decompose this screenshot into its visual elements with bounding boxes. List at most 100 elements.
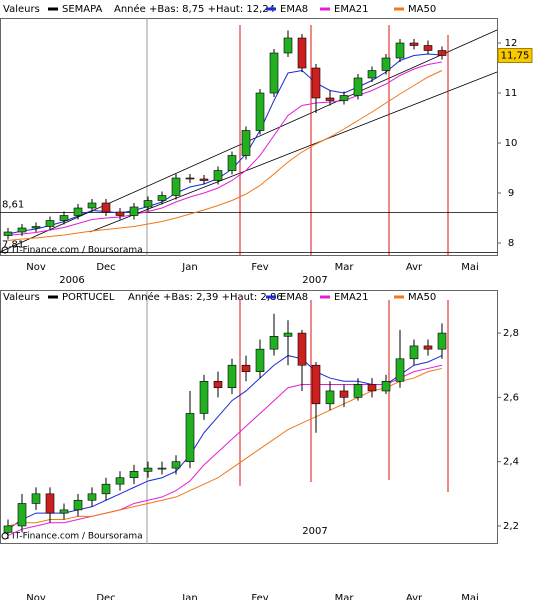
candle-body xyxy=(17,227,27,233)
credit: IT-Finance.com / Boursorama xyxy=(12,532,143,542)
credit: IT-Finance.com / Boursorama xyxy=(12,246,143,256)
stats: Année +Bas: 8,75 +Haut: 12,24 xyxy=(114,3,275,15)
x-tick-label: Dec xyxy=(96,262,115,273)
candle-body xyxy=(325,390,335,405)
candle-body xyxy=(31,493,41,504)
x-tick-label: Mar xyxy=(335,593,355,600)
candle-body xyxy=(395,42,405,59)
candle-body xyxy=(3,525,13,533)
candle-body xyxy=(87,493,97,501)
candle-body xyxy=(45,493,55,514)
candle-body xyxy=(31,226,41,229)
legend-label: MA50 xyxy=(408,292,436,303)
candle-body xyxy=(73,207,83,216)
candle-body xyxy=(157,195,167,201)
candle-body xyxy=(325,97,335,101)
candle-body xyxy=(339,390,349,398)
legend-label: MA50 xyxy=(408,4,436,15)
header-label: Valeurs xyxy=(3,292,40,303)
y-tick-label: 2,8 xyxy=(503,328,519,339)
y-tick-label: 2,6 xyxy=(503,392,519,403)
candle-body xyxy=(185,413,195,462)
legend-label: PORTUCEL xyxy=(62,292,115,303)
candle-body xyxy=(437,50,447,56)
year-label: 2007 xyxy=(302,275,327,286)
candle-body xyxy=(367,70,377,79)
candle-body xyxy=(269,335,279,350)
candle-body xyxy=(59,215,69,221)
candle-body xyxy=(129,471,139,479)
candle-body xyxy=(283,332,293,337)
candle-body xyxy=(297,37,307,69)
candle-body xyxy=(269,52,279,94)
y-tick-label: 10 xyxy=(505,138,518,149)
candle-body xyxy=(73,499,83,511)
legend-label: EMA8 xyxy=(280,292,308,303)
candle-body xyxy=(45,220,55,227)
candle-body xyxy=(115,477,125,485)
last-price-box xyxy=(497,48,533,63)
candle-body xyxy=(185,177,195,180)
last-price-label: 11,75 xyxy=(501,51,530,62)
candle-body xyxy=(143,467,153,472)
candle-body xyxy=(115,211,125,216)
reference-label: 8,61 xyxy=(2,200,24,211)
candle-body xyxy=(199,380,209,414)
header-label: Valeurs xyxy=(3,4,40,15)
y-tick-label: 12 xyxy=(505,38,518,49)
candle-body xyxy=(283,37,293,54)
stats: Année +Bas: 2,39 +Haut: 2,86 xyxy=(128,291,283,303)
candle-body xyxy=(255,348,265,372)
x-tick-label: Dec xyxy=(96,593,115,600)
x-tick-label: Fev xyxy=(251,593,268,600)
candle-body xyxy=(297,332,307,366)
candle-body xyxy=(101,483,111,495)
year-label: 2006 xyxy=(59,275,84,286)
candle-body xyxy=(59,509,69,514)
candle-body xyxy=(353,384,363,398)
legend-label: EMA8 xyxy=(280,4,308,15)
candle-body xyxy=(101,202,111,213)
candle-body xyxy=(213,380,223,389)
legend-label: EMA21 xyxy=(334,4,369,15)
x-tick-label: Jan xyxy=(181,593,197,600)
candle-body xyxy=(199,178,209,181)
candle-body xyxy=(423,45,433,51)
candle-body xyxy=(353,77,363,96)
candle-body xyxy=(157,467,167,470)
candle-body xyxy=(255,92,265,131)
reference-label: 7,81 xyxy=(2,240,24,251)
candle-body xyxy=(395,358,405,382)
candle-body xyxy=(17,503,27,527)
x-tick-label: Fev xyxy=(251,262,268,273)
candle-body xyxy=(87,202,97,209)
candle-body xyxy=(143,200,153,208)
credit-icon xyxy=(1,246,9,254)
x-tick-label: Avr xyxy=(406,262,423,273)
y-tick-label: 2,4 xyxy=(503,457,519,468)
candle-body xyxy=(409,42,419,46)
candle-body xyxy=(311,67,321,99)
candle-body xyxy=(241,130,251,156)
y-tick-label: 2,2 xyxy=(503,521,519,532)
candle-body xyxy=(129,206,139,216)
overlay-line xyxy=(7,367,443,527)
year-label: 2007 xyxy=(302,526,327,537)
overlay-line xyxy=(7,61,443,236)
candle-body xyxy=(227,155,237,171)
x-tick-label: Jan xyxy=(181,262,197,273)
candle-body xyxy=(241,364,251,372)
candle-body xyxy=(381,380,391,392)
candle-body xyxy=(171,177,181,196)
candle-body xyxy=(339,95,349,101)
x-tick-label: Mai xyxy=(461,593,479,600)
x-tick-label: Nov xyxy=(26,262,46,273)
legend-label: EMA21 xyxy=(334,292,369,303)
x-tick-label: Nov xyxy=(26,593,46,600)
candle-body xyxy=(171,461,181,469)
trend-line xyxy=(89,71,498,233)
candle-body xyxy=(437,332,447,350)
x-tick-label: Avr xyxy=(406,593,423,600)
candle-body xyxy=(3,231,13,236)
